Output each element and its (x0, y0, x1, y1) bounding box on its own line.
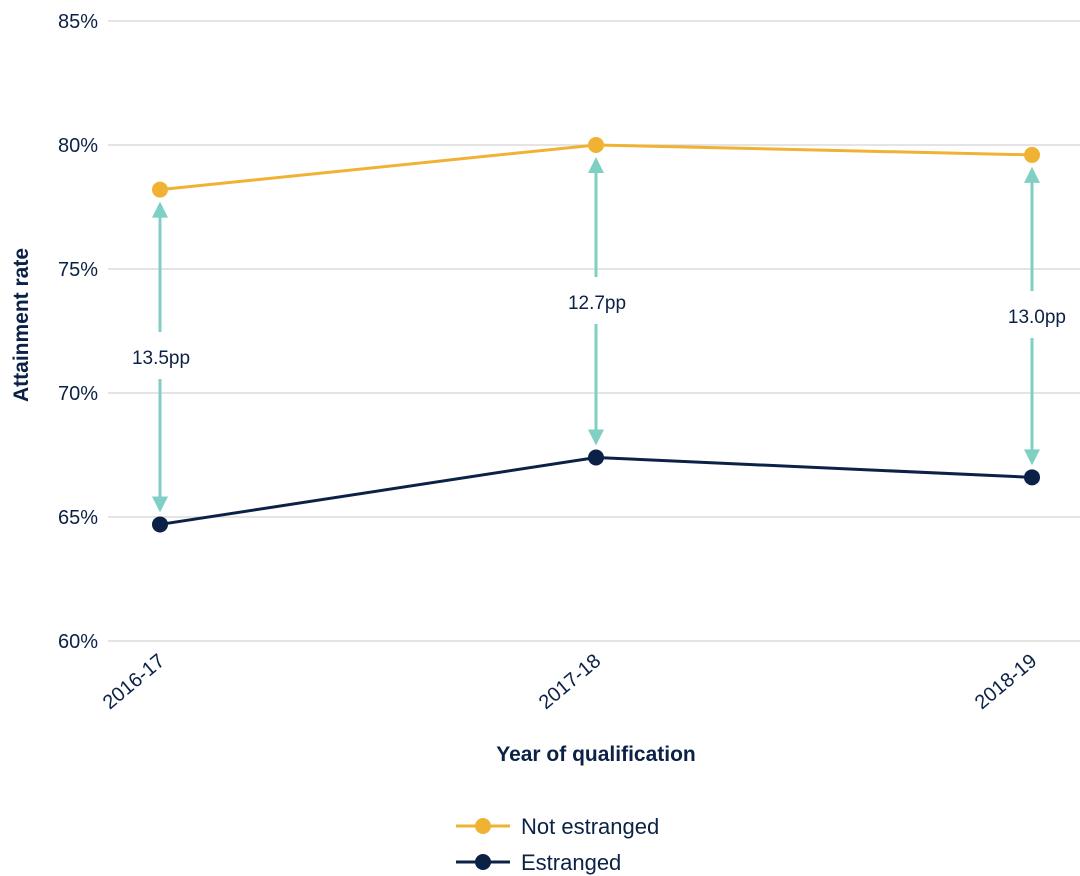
data-point (152, 181, 168, 198)
x-tick-label: 2016-17 (99, 650, 169, 714)
legend-label: Estranged (521, 850, 621, 875)
gap-label: 13.0pp (1008, 307, 1066, 328)
x-axis-title: Year of qualification (496, 743, 696, 766)
legend-swatch-marker (475, 854, 491, 870)
legend-item: Estranged (456, 850, 621, 875)
gap-annotation: 13.5pp (132, 201, 190, 513)
gap-arrow-head-up (152, 201, 168, 218)
gap-label: 12.7pp (568, 293, 626, 314)
legend: Not estranged Estranged (456, 814, 659, 875)
x-tick-label: 2018-19 (971, 650, 1041, 714)
gap-arrow-head-up (588, 157, 604, 173)
legend-label: Not estranged (521, 814, 659, 839)
y-axis-title: Attainment rate (10, 248, 33, 402)
legend-item: Not estranged (456, 814, 659, 839)
y-tick-label: 70% (58, 383, 98, 405)
gap-annotation: 13.0pp (1008, 166, 1066, 466)
data-point (152, 516, 168, 533)
series-line-estranged (159, 455, 1033, 526)
y-tick-label: 60% (58, 631, 98, 653)
data-point (588, 137, 604, 153)
gap-arrow-head-down (1024, 449, 1040, 466)
x-axis-ticks: 2016-17 2017-18 2018-19 (99, 650, 1041, 714)
x-tick-label: 2017-18 (535, 650, 605, 714)
legend-swatch-marker (475, 818, 491, 834)
y-tick-label: 85% (58, 11, 98, 33)
data-point (1024, 469, 1040, 486)
series-points (152, 137, 1040, 533)
y-tick-label: 65% (58, 507, 98, 529)
gap-label: 13.5pp (132, 348, 190, 369)
gap-arrow-head-up (1024, 166, 1040, 183)
y-axis-ticks: 60% 65% 70% 75% 80% 85% (58, 11, 98, 653)
y-tick-label: 80% (58, 135, 98, 157)
data-point (1024, 146, 1040, 163)
y-tick-label: 75% (58, 259, 98, 281)
gap-annotations: 13.5pp 12.7pp 13.0pp (132, 157, 1066, 513)
gridlines (108, 20, 1080, 642)
data-point (588, 449, 604, 466)
gap-annotation: 12.7pp (568, 157, 626, 446)
gap-arrow-head-down (588, 429, 604, 446)
gap-arrow-head-down (152, 496, 168, 513)
